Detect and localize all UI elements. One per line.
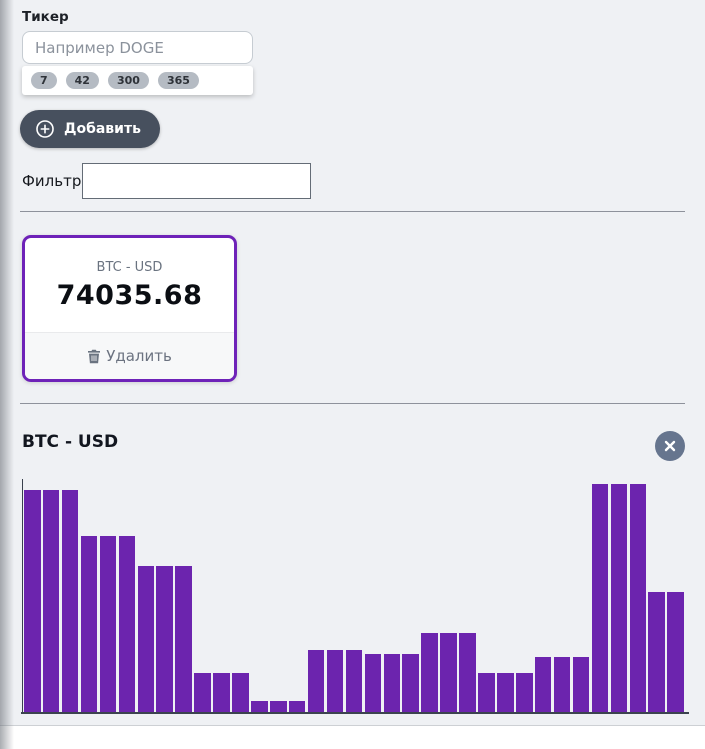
- chart-bar: [213, 673, 230, 712]
- y-axis-line: [22, 479, 23, 713]
- divider: [20, 211, 685, 212]
- chart-bar: [553, 657, 571, 712]
- add-button[interactable]: Добавить: [20, 110, 160, 148]
- chart-bar: [629, 484, 647, 712]
- ticker-input[interactable]: [22, 31, 253, 64]
- ticker-label: Тикер: [22, 9, 69, 25]
- chart-bar: [459, 633, 476, 712]
- chart-bar: [194, 673, 211, 712]
- chart-bar: [118, 536, 136, 712]
- filter-label: Фильтр:: [22, 172, 87, 190]
- filter-input[interactable]: [82, 163, 311, 199]
- delete-button[interactable]: Удалить: [87, 347, 172, 365]
- chart-bar: [175, 566, 192, 712]
- plus-circle-icon: [35, 119, 55, 139]
- chart-bar: [383, 654, 401, 712]
- chart-bar: [42, 490, 60, 712]
- chart-bar: [667, 592, 684, 712]
- chart-bar: [591, 484, 609, 712]
- delete-button-label: Удалить: [106, 347, 172, 365]
- x-axis-line: [21, 712, 689, 714]
- price-card-pair: BTC - USD: [96, 259, 163, 275]
- chart-bar: [534, 657, 552, 712]
- chart-bar: [137, 566, 155, 712]
- chart-bars: [24, 484, 684, 712]
- chart-bar: [99, 536, 117, 712]
- trash-icon: [87, 349, 101, 364]
- chart-bar: [326, 650, 344, 712]
- period-pill[interactable]: 365: [157, 72, 199, 89]
- chart-bar: [232, 673, 249, 712]
- period-pill[interactable]: 42: [65, 72, 99, 89]
- period-pill[interactable]: 300: [107, 72, 149, 89]
- chart-bar: [478, 673, 495, 712]
- chart-bar: [269, 701, 287, 712]
- chart-bar: [24, 490, 41, 712]
- chart-bar: [402, 654, 419, 712]
- period-pill[interactable]: 7: [31, 72, 57, 89]
- price-card-footer: Удалить: [25, 332, 234, 379]
- price-card-btc-usd[interactable]: BTC - USD 74035.68 Удалить: [22, 235, 237, 382]
- chart-bar: [497, 673, 514, 712]
- chart-bar: [648, 592, 665, 712]
- chart-title: BTC - USD: [22, 432, 119, 452]
- chart-bar: [440, 633, 457, 712]
- price-card-body: BTC - USD 74035.68: [25, 238, 234, 332]
- chart-bar: [80, 536, 98, 712]
- chart-bar: [364, 654, 382, 712]
- chart-bar: [307, 650, 325, 712]
- chart-bar: [61, 490, 79, 712]
- close-icon: [663, 439, 677, 453]
- chart-bar: [288, 701, 306, 712]
- chart-bar: [345, 650, 363, 712]
- chart-bar: [572, 657, 590, 712]
- close-chart-button[interactable]: [655, 431, 685, 461]
- chart-bar: [610, 484, 628, 712]
- add-button-label: Добавить: [64, 121, 141, 137]
- chart-bar: [515, 673, 533, 712]
- chart-bar: [251, 701, 268, 712]
- divider: [20, 403, 685, 404]
- quick-period-pills: 7 42 300 365: [22, 66, 253, 95]
- price-card-price: 74035.68: [56, 279, 203, 311]
- chart-bar: [421, 633, 438, 712]
- btc-usd-bar-chart[interactable]: [0, 460, 705, 726]
- chart-bar: [156, 566, 173, 712]
